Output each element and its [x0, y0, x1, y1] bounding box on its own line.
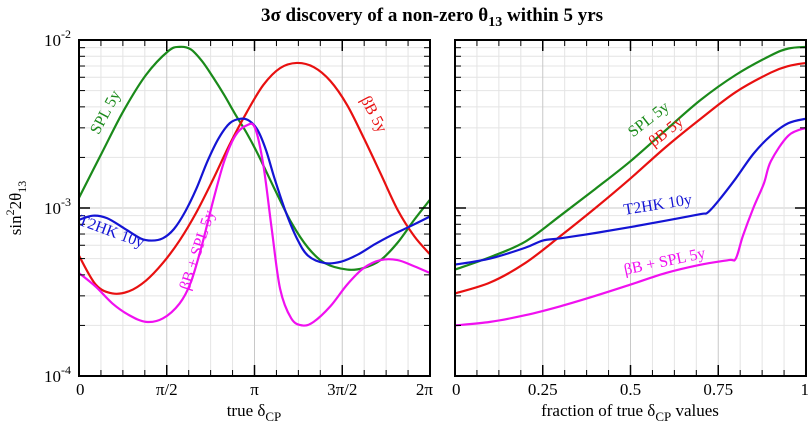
left-panel: 10-410-310-20 π/2 π 3π/2 2π SPL 5y βB 5yT2HK …: [3, 27, 433, 424]
x-tick-label: 3π/2: [327, 380, 357, 399]
right-panel-series: [454, 45, 807, 327]
series-line-b-spl-5y: [78, 122, 431, 327]
left-panel-grid: [78, 39, 431, 377]
series-line-t2hk-10y: [454, 117, 807, 266]
y-tick-label: 10-3: [44, 195, 71, 218]
series-line-b-5y: [454, 61, 807, 295]
x-tick-label: π/2: [156, 380, 178, 399]
x-tick-label: 0: [452, 380, 461, 399]
figure-title: 3σ discovery of a non-zero θ13 within 5 …: [261, 5, 603, 30]
y-tick-label: 10-2: [44, 27, 71, 50]
x-tick-label: 0: [76, 380, 85, 399]
series-label: βB + SPL 5y: [177, 208, 219, 292]
x-tick-label: 0.75: [703, 380, 733, 399]
left-panel-series: [78, 45, 431, 327]
x-tick-label: 0.25: [528, 380, 558, 399]
left-panel-ticks: 10-4 10-3 10-2 0 π/2 π 3π/2 2π: [44, 27, 433, 399]
series-label: T2HK 10y: [623, 191, 694, 219]
series-line-b-5y: [78, 61, 431, 295]
x-tick-label: π: [250, 380, 259, 399]
left-y-axis-label: sin22θ13: [3, 181, 29, 236]
right-x-axis-label: fraction of true δCP values: [541, 401, 719, 424]
y-tick-label: 10-4: [44, 363, 71, 386]
x-tick-label: 1: [801, 380, 810, 399]
series-line-b-spl-5y: [454, 126, 807, 327]
series-line-t2hk-10y: [78, 117, 431, 265]
series-line-spl-5y: [78, 45, 431, 271]
left-x-axis-label: true δCP: [227, 401, 282, 424]
x-tick-label: 0.5: [620, 380, 641, 399]
series-label: βB 5y: [357, 93, 390, 135]
series-label: SPL 5y: [87, 88, 124, 137]
series-line-spl-5y: [454, 45, 807, 271]
right-panel-ticks: 0 0.25 0.5 0.75 1: [452, 39, 810, 399]
x-tick-label: 2π: [416, 380, 434, 399]
